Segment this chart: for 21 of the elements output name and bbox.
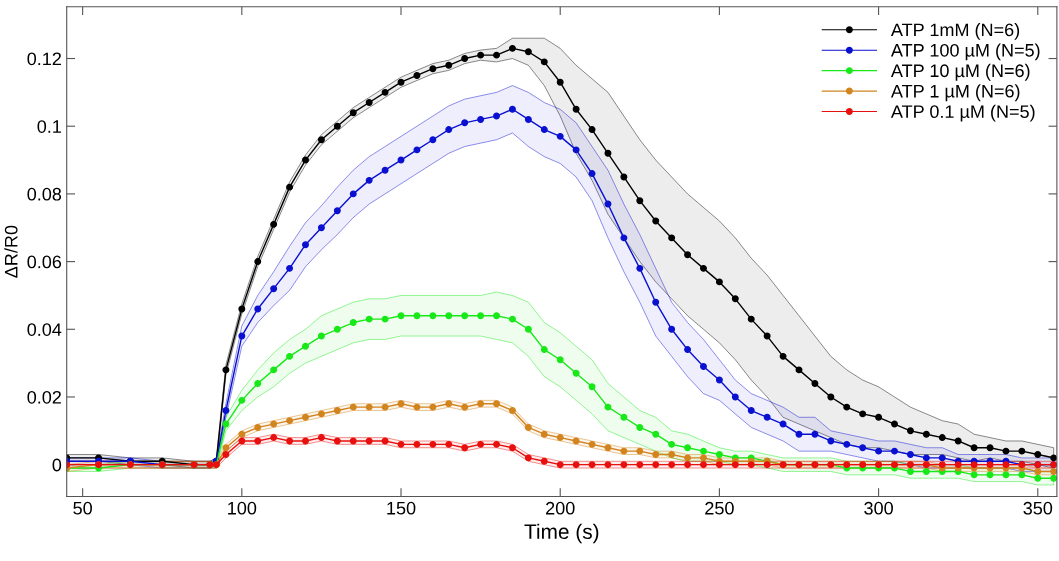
legend-label: ATP 0.1 µM (N=5) bbox=[890, 104, 1035, 122]
x-axis-title: Time (s) bbox=[524, 523, 599, 544]
x-tick-label: 250 bbox=[705, 501, 734, 515]
x-tick-label: 50 bbox=[73, 501, 92, 515]
y-axis-title: ΔR/R0 bbox=[4, 225, 18, 278]
y-tick-label: 0.1 bbox=[37, 120, 61, 133]
legend-label: ATP 1mM (N=6) bbox=[890, 22, 1020, 40]
legend-label: ATP 1 µM (N=6) bbox=[890, 84, 1020, 102]
x-tick-label: 200 bbox=[546, 501, 575, 515]
x-tick-label: 100 bbox=[228, 501, 257, 515]
y-tick-label: 0.04 bbox=[27, 323, 62, 337]
x-tick-label: 150 bbox=[387, 501, 416, 515]
y-tick-label: 0.08 bbox=[27, 187, 62, 201]
x-tick-label: 300 bbox=[864, 501, 893, 515]
y-tick-label: 0.06 bbox=[27, 255, 62, 269]
legend-label: ATP 10 µM (N=6) bbox=[890, 63, 1030, 81]
x-tick-label: 350 bbox=[1023, 501, 1053, 515]
legend-label: ATP 100 µM (N=5) bbox=[890, 43, 1040, 61]
y-tick-label: 0.12 bbox=[27, 52, 61, 66]
y-tick-label: 0 bbox=[52, 458, 62, 472]
y-tick-label: 0.02 bbox=[27, 390, 61, 404]
